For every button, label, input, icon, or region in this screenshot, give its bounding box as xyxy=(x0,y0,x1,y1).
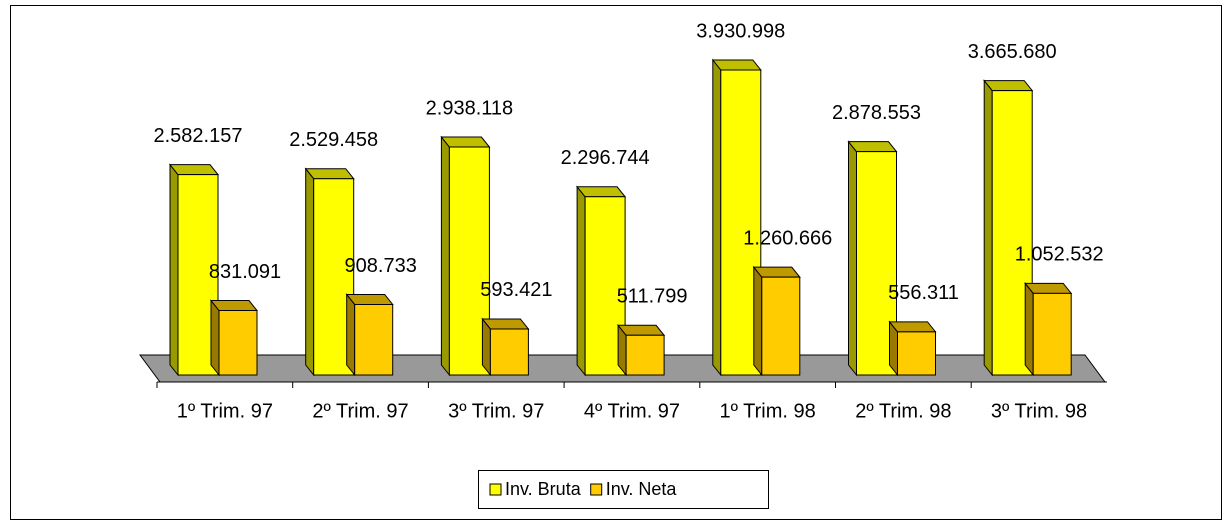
value-label: 831.091 xyxy=(209,261,281,283)
value-label: 2.938.118 xyxy=(426,97,514,119)
bar-top xyxy=(1024,282,1073,294)
value-label: 1.260.666 xyxy=(743,227,832,249)
bar xyxy=(576,185,627,377)
value-label: 556.311 xyxy=(888,282,959,304)
bar-top xyxy=(345,293,394,305)
bar xyxy=(345,293,394,377)
bar-side xyxy=(753,265,763,377)
bar xyxy=(440,135,491,377)
bar-top xyxy=(752,266,801,278)
bar xyxy=(983,79,1034,377)
bar xyxy=(304,167,355,377)
bar-side xyxy=(712,58,722,377)
bar xyxy=(481,317,530,377)
value-label: 2.878.553 xyxy=(832,102,921,124)
x-tick-label: 4º Trim. 97 xyxy=(584,400,680,422)
value-label: 3.930.998 xyxy=(696,20,785,42)
bar xyxy=(711,58,762,377)
bar-top xyxy=(304,168,355,180)
legend-box xyxy=(478,470,769,509)
bar-side xyxy=(210,299,220,377)
bar-side xyxy=(346,293,356,377)
bar xyxy=(888,320,937,377)
value-label: 2.582.157 xyxy=(154,125,243,147)
bar-front xyxy=(897,331,936,376)
value-label: 1.052.532 xyxy=(1015,244,1104,266)
bar-front xyxy=(489,328,529,376)
x-tick-label: 3º Trim. 98 xyxy=(991,400,1087,422)
legend-swatch xyxy=(590,483,603,496)
bar xyxy=(617,323,666,377)
x-tick-label: 2º Trim. 97 xyxy=(312,400,408,422)
legend-label: Inv. Bruta xyxy=(505,479,582,499)
bar xyxy=(752,265,801,377)
x-tick-label: 1º Trim. 98 xyxy=(720,400,816,422)
bar-top xyxy=(440,136,491,148)
bar-front xyxy=(991,90,1033,376)
legend-label: Inv. Neta xyxy=(606,479,678,499)
bar-side xyxy=(983,79,993,377)
bar-front xyxy=(856,151,897,376)
bar-front xyxy=(1032,292,1072,376)
bar-front xyxy=(354,303,394,376)
bar-front xyxy=(313,178,355,376)
value-label: 511.799 xyxy=(617,286,688,308)
bar-top xyxy=(209,300,259,312)
value-label: 2.296.744 xyxy=(561,147,650,169)
bar-side xyxy=(576,185,586,377)
bar xyxy=(1024,281,1073,377)
bar-top xyxy=(481,318,530,330)
bar xyxy=(209,299,259,377)
bar-side xyxy=(169,163,179,377)
bar-front xyxy=(218,310,258,376)
bar-top xyxy=(168,164,220,176)
bar-top xyxy=(847,141,898,153)
value-label: 593.421 xyxy=(480,279,552,301)
bar-front xyxy=(584,196,626,376)
legend: Inv. Bruta Inv. Neta xyxy=(478,470,769,509)
x-tick-label: 1º Trim. 97 xyxy=(177,400,273,422)
bar-top xyxy=(576,186,627,198)
bar-front xyxy=(625,334,665,376)
bar-top xyxy=(711,59,762,71)
bar-side xyxy=(848,140,857,377)
x-tick-label: 2º Trim. 98 xyxy=(855,400,951,422)
bar-top xyxy=(617,324,666,336)
value-label: 908.733 xyxy=(345,255,417,277)
bar-side xyxy=(305,167,315,377)
bar-front xyxy=(177,174,219,376)
bar-front xyxy=(448,146,490,376)
legend-swatch xyxy=(489,483,502,496)
value-label: 2.529.458 xyxy=(289,129,378,151)
value-label: 3.665.680 xyxy=(968,41,1057,63)
bar xyxy=(168,163,220,377)
bar-side xyxy=(1024,281,1034,377)
bar-top xyxy=(888,321,937,333)
x-tick-label: 3º Trim. 97 xyxy=(448,400,544,422)
bar-side xyxy=(440,135,450,377)
bar-top xyxy=(983,80,1034,92)
bar-front xyxy=(720,69,762,376)
bar-front xyxy=(761,276,801,376)
bar xyxy=(847,140,898,377)
